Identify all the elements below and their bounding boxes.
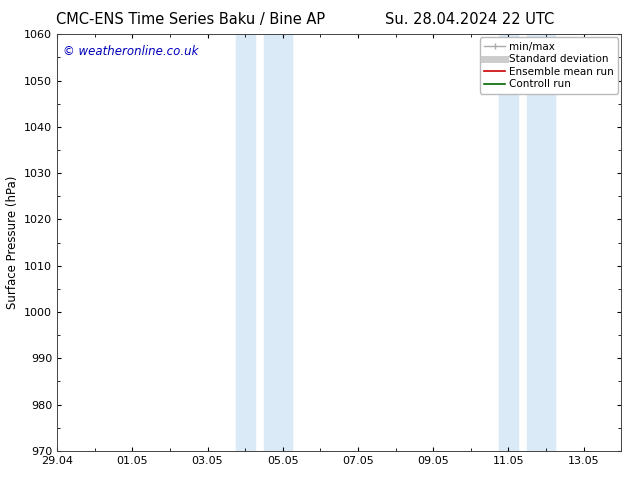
Bar xyxy=(527,34,555,451)
Legend: min/max, Standard deviation, Ensemble mean run, Controll run: min/max, Standard deviation, Ensemble me… xyxy=(480,37,618,94)
Text: © weatheronline.co.uk: © weatheronline.co.uk xyxy=(63,45,198,58)
Bar xyxy=(264,34,292,451)
Bar xyxy=(236,34,254,451)
Text: CMC-ENS Time Series Baku / Bine AP: CMC-ENS Time Series Baku / Bine AP xyxy=(56,12,325,27)
Text: Su. 28.04.2024 22 UTC: Su. 28.04.2024 22 UTC xyxy=(385,12,553,27)
Bar xyxy=(499,34,518,451)
Y-axis label: Surface Pressure (hPa): Surface Pressure (hPa) xyxy=(6,176,18,309)
